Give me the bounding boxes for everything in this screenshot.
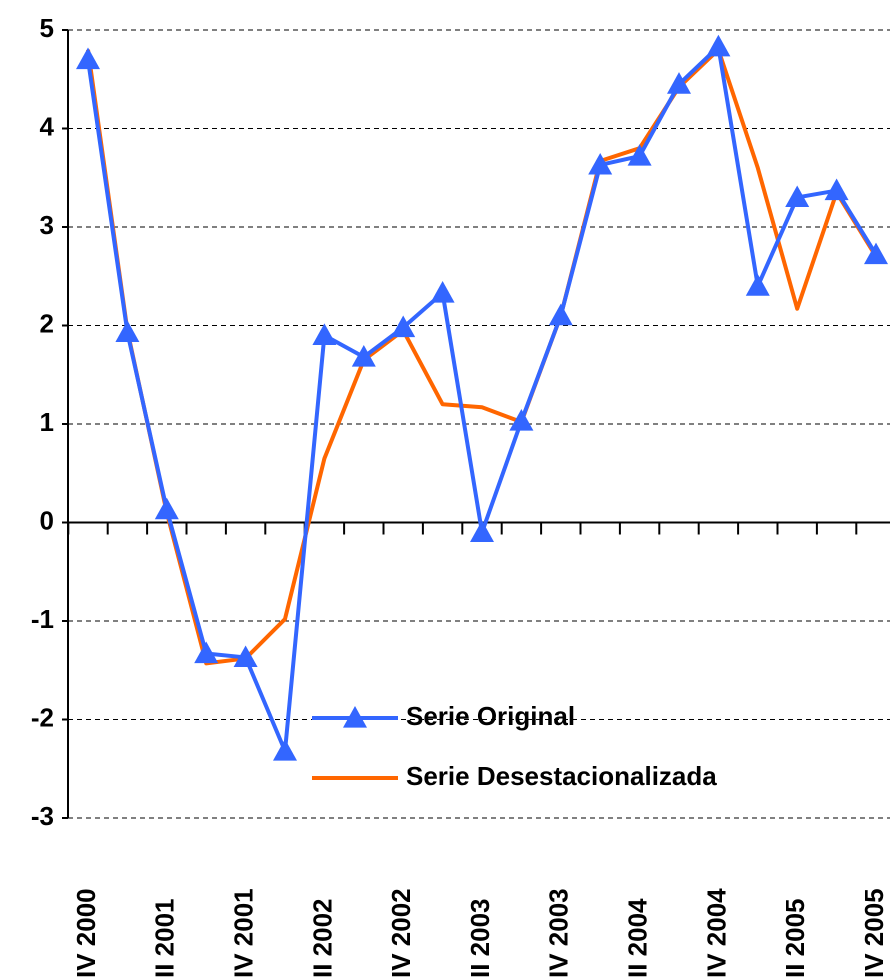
x-tick-label: II 2003: [465, 898, 495, 978]
x-tick-label: IV 2005: [859, 888, 889, 978]
x-tick-label: II 2005: [780, 898, 810, 978]
data-point: [746, 274, 770, 296]
y-tick-label: 3: [40, 210, 54, 240]
data-point: [549, 304, 573, 326]
data-point: [115, 320, 139, 342]
data-point: [431, 281, 455, 303]
x-tick-label: IV 2003: [544, 888, 574, 978]
legend-label: Serie Original: [406, 701, 575, 731]
x-tick-label: IV 2000: [71, 888, 101, 978]
data-point: [273, 739, 297, 761]
data-point: [470, 520, 494, 542]
legend-label: Serie Desestacionalizada: [406, 761, 717, 791]
chart: -3 -2 -1 0 1 2 3 4 5 IV 2000 II 2001 IV 2001 II 2002…: [0, 0, 895, 980]
x-tick-label: IV 2002: [386, 888, 416, 978]
data-point: [628, 144, 652, 166]
x-tick-label: IV 2004: [701, 888, 731, 978]
y-tick-label: 5: [40, 13, 54, 43]
data-point: [312, 323, 336, 345]
x-tick-label: II 2004: [622, 898, 652, 978]
y-tick-label: 4: [40, 111, 55, 141]
data-point: [194, 642, 218, 664]
y-tick-label: -3: [31, 801, 54, 831]
y-tick-label: 0: [40, 505, 54, 535]
data-point: [825, 179, 849, 201]
data-point: [706, 35, 730, 57]
y-tick-label: 2: [40, 308, 54, 338]
y-tick-label: 1: [40, 407, 54, 437]
y-tick-label: -1: [31, 604, 54, 634]
data-point: [155, 498, 179, 520]
series-line: [88, 50, 876, 664]
x-tick-label: II 2002: [307, 898, 337, 978]
x-tick-label: II 2001: [150, 898, 180, 978]
x-tick-label: IV 2001: [228, 888, 258, 978]
data-point: [76, 48, 100, 70]
y-tick-label: -2: [31, 702, 54, 732]
